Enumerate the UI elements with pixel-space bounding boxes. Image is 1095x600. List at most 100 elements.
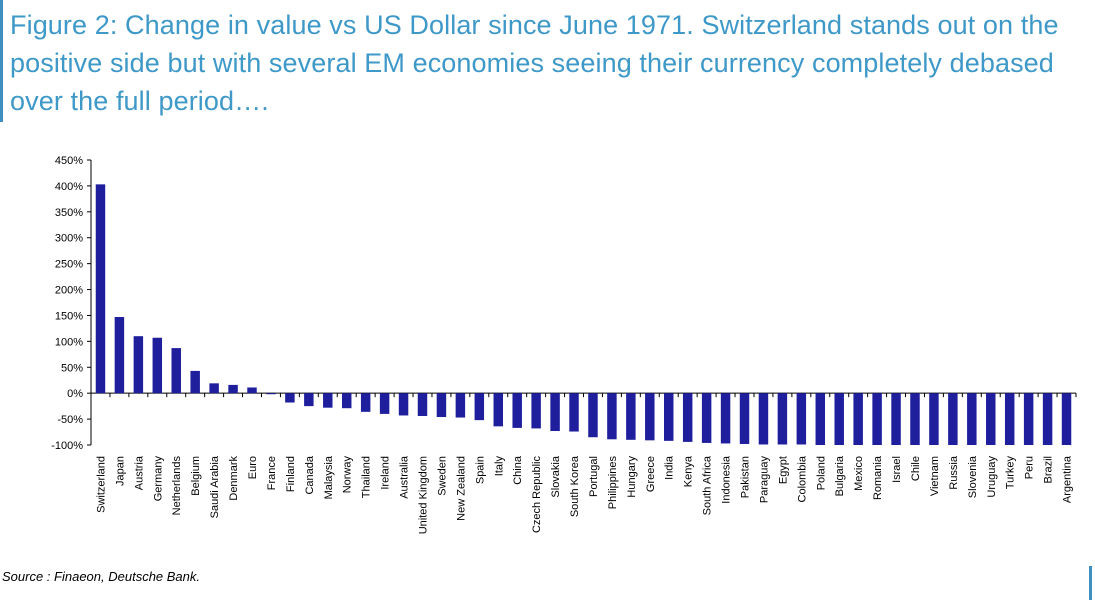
y-tick-label: 50% — [61, 362, 83, 374]
category-label: Vietnam — [929, 456, 941, 496]
title-accent-rule — [0, 0, 3, 122]
category-label: Mexico — [853, 456, 865, 491]
category-label: Argentina — [1062, 455, 1074, 503]
bar — [95, 184, 106, 394]
category-label: Kenya — [683, 455, 695, 487]
category-label: Turkey — [1005, 456, 1017, 490]
bar — [682, 393, 693, 442]
bar — [266, 393, 276, 395]
category-label: Bulgaria — [834, 455, 846, 496]
bar — [531, 393, 541, 429]
bar — [190, 370, 200, 394]
bar-chart: -100% -50% 0% 50% 100% 150% 200% 250% 300% 350% 40… — [51, 155, 1077, 534]
bar — [929, 393, 939, 445]
category-label: Russia — [948, 455, 960, 490]
category-label: Chile — [910, 456, 922, 481]
bar — [1061, 393, 1072, 445]
category-label: Slovenia — [967, 455, 979, 498]
bar — [796, 393, 807, 445]
bar — [853, 393, 863, 445]
category-label: Italy — [493, 456, 505, 477]
bar — [645, 393, 655, 441]
category-label: Greece — [645, 456, 657, 492]
bar — [304, 393, 314, 407]
category-label: Czech Republic — [531, 456, 543, 534]
category-label: South Africa — [702, 455, 714, 515]
category-label: Slovakia — [550, 455, 562, 497]
category-label: Colombia — [796, 455, 808, 502]
category-label: United Kingdom — [417, 456, 429, 534]
bar — [1004, 393, 1015, 445]
y-tick-label: 350% — [55, 207, 83, 219]
bar — [455, 393, 466, 418]
bar — [872, 393, 882, 445]
category-label: Australia — [399, 455, 411, 499]
y-tick-label: 250% — [55, 259, 83, 271]
category-label: Sweden — [436, 456, 448, 496]
bar — [209, 383, 219, 394]
y-tick-label: -50% — [57, 414, 83, 426]
bar — [777, 393, 788, 445]
y-tick-label: -100% — [51, 440, 83, 452]
bar — [474, 393, 485, 421]
category-label: Israel — [891, 456, 903, 483]
category-label: New Zealand — [455, 456, 467, 521]
category-label: Norway — [342, 456, 354, 494]
bar — [152, 337, 163, 394]
bar — [967, 393, 977, 445]
bar — [701, 393, 712, 443]
bar — [398, 393, 409, 416]
bar — [664, 393, 674, 441]
category-label: Brazil — [1043, 456, 1055, 484]
bar — [758, 393, 769, 445]
category-label: Germany — [152, 456, 164, 502]
category-label: Japan — [114, 456, 126, 486]
category-label: Hungary — [626, 456, 638, 498]
bar — [171, 348, 181, 394]
category-label: Romania — [872, 455, 884, 500]
bar — [323, 393, 333, 408]
bar — [948, 393, 958, 445]
source-note: Source : Finaeon, Deutsche Bank. — [2, 569, 201, 584]
y-tick-label: 150% — [55, 310, 83, 322]
category-label: Netherlands — [171, 456, 183, 516]
bar — [285, 393, 295, 403]
bar — [607, 393, 617, 440]
bar — [1023, 393, 1034, 445]
category-label: Finland — [285, 456, 297, 492]
bar — [834, 393, 844, 445]
category-label: Malaysia — [323, 455, 335, 499]
category-label: Switzerland — [95, 456, 107, 513]
bar — [588, 393, 598, 438]
bar — [436, 393, 447, 418]
category-label: Portugal — [588, 456, 600, 497]
bar — [133, 336, 144, 394]
y-tick-label: 450% — [55, 155, 83, 167]
category-label: Austria — [133, 455, 145, 490]
bar — [417, 393, 428, 416]
y-tick-label: 400% — [55, 181, 83, 193]
category-label: Poland — [815, 456, 827, 490]
category-label: Philippines — [607, 456, 619, 510]
category-label: Uruguay — [986, 456, 998, 498]
category-label: Egypt — [777, 456, 789, 484]
bar — [986, 393, 996, 445]
bar — [720, 393, 731, 444]
figure-title: Figure 2: Change in value vs US Dollar s… — [10, 10, 1059, 116]
bar — [569, 393, 579, 432]
bar — [512, 393, 522, 428]
bar — [891, 393, 901, 445]
y-tick-label: 300% — [55, 233, 83, 245]
bar — [114, 317, 125, 394]
y-tick-label: 100% — [55, 336, 83, 348]
bar — [247, 387, 257, 394]
category-label: India — [664, 455, 676, 480]
category-label: Indonesia — [721, 455, 733, 504]
category-label: Denmark — [228, 456, 240, 501]
category-label: Euro — [247, 456, 259, 479]
category-label: Thailand — [361, 456, 373, 498]
category-label: Belgium — [190, 456, 202, 496]
bar — [1042, 393, 1053, 445]
corner-accent-rule — [1089, 566, 1092, 600]
bar — [493, 393, 503, 427]
